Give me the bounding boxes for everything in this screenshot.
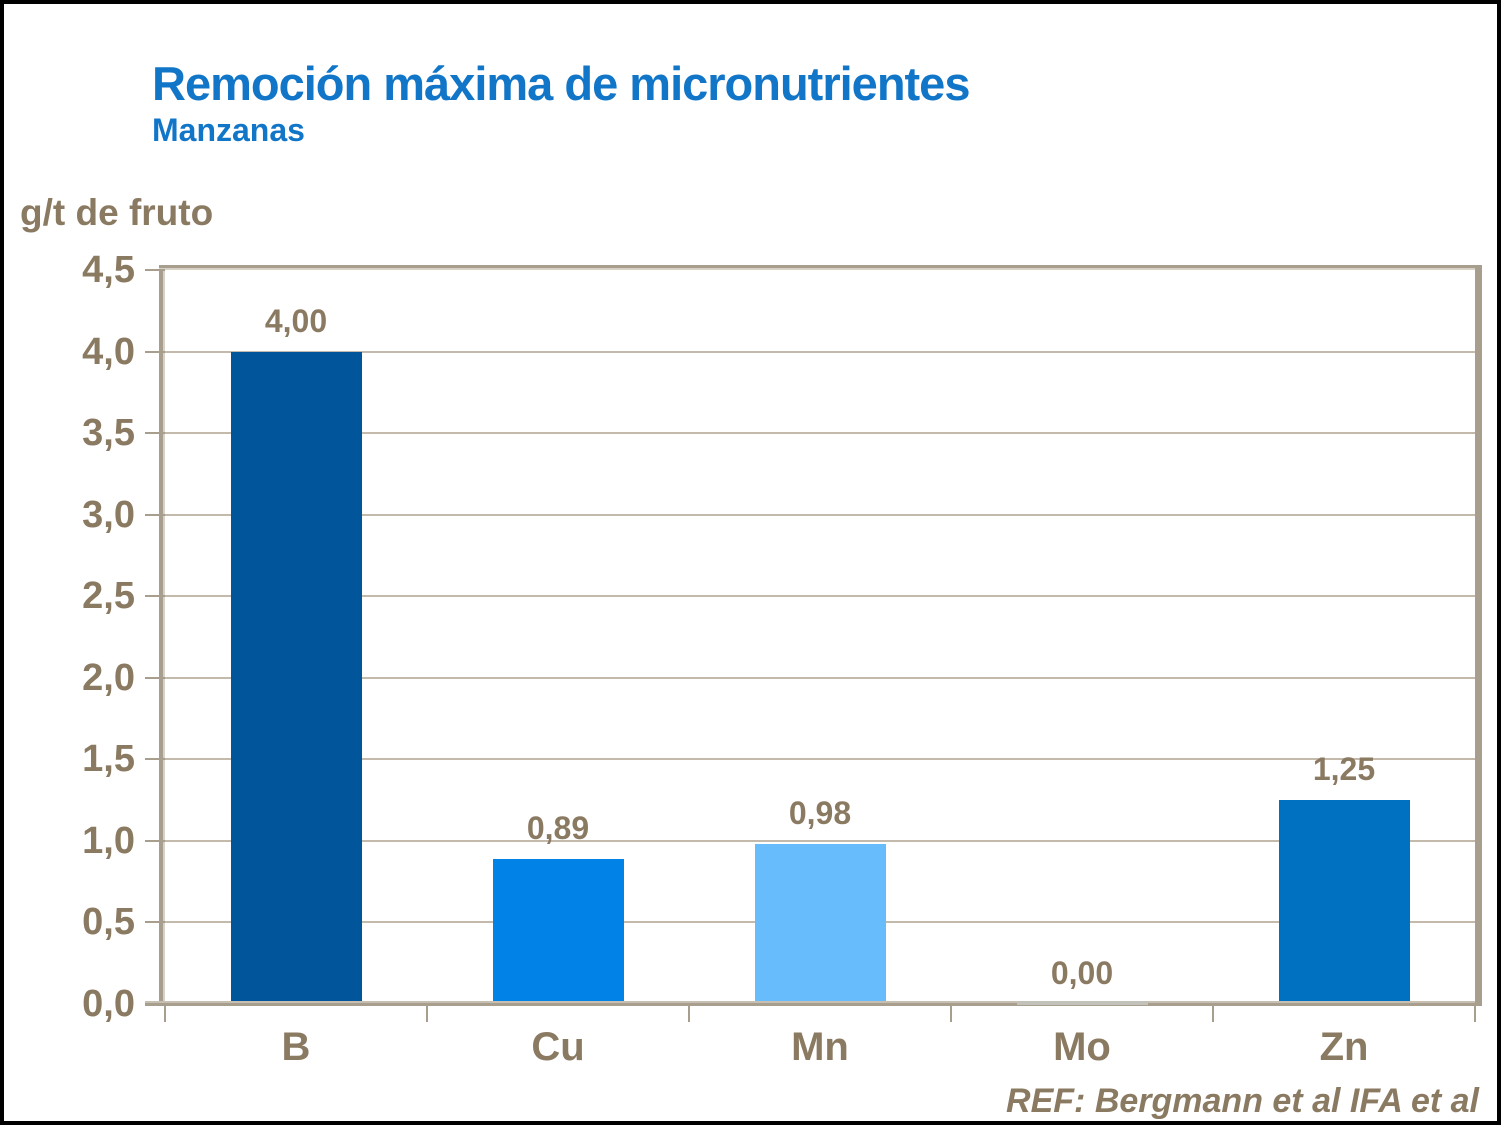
bar-Mn: [754, 844, 886, 1004]
x-category-label-Mo: Mo: [1053, 1025, 1111, 1069]
y-axis-tick: [145, 758, 165, 761]
y-axis-tick-label: 1,5: [82, 738, 135, 781]
y-axis-tick-label: 2,0: [82, 656, 135, 699]
y-axis-line: [159, 270, 165, 1006]
plot-frame-right: [1475, 265, 1482, 1006]
chart-title: Remoción máxima de micronutrientes: [152, 57, 970, 110]
y-axis-tick: [145, 921, 165, 924]
bar-value-label: 0,89: [526, 809, 590, 846]
gridline: [165, 839, 1475, 842]
y-axis-tick: [145, 513, 165, 516]
gridline: [165, 513, 1475, 516]
x-axis-line: [145, 1001, 1475, 1006]
x-axis-tick: [1474, 1006, 1476, 1022]
y-axis-tick-label: 4,0: [82, 330, 135, 373]
gridline: [165, 432, 1475, 435]
reference-note: REF: Bergmann et al IFA et al: [1006, 1082, 1479, 1120]
x-axis-tick: [688, 1006, 690, 1022]
y-axis-tick-label: 3,5: [82, 412, 135, 455]
plot-frame-top: [159, 265, 1482, 270]
y-axis-tick: [145, 839, 165, 842]
x-category-label-B: B: [281, 1025, 311, 1069]
y-axis-tick-label: 3,0: [82, 493, 135, 536]
x-category-label-Zn: Zn: [1319, 1025, 1369, 1069]
bar-Zn: [1278, 800, 1410, 1004]
bar-value-label: 0,00: [1050, 955, 1114, 991]
plot-area: 0,0 0,5 1,0 1,5 2,0 2,5 3,0 3,5 4,0 4,5 4,00 B 0,89 C…: [82, 250, 1482, 1068]
x-axis-tick: [950, 1006, 952, 1022]
y-axis-tick: [145, 432, 165, 435]
x-axis-tick: [1212, 1006, 1214, 1022]
bar-B: [230, 351, 362, 1004]
bar-value-label: 0,98: [788, 795, 852, 832]
y-axis-tick-label: 2,5: [82, 575, 135, 618]
x-category-label-Cu: Cu: [531, 1025, 585, 1069]
bar-value-label: 4,00: [264, 302, 328, 339]
gridline: [165, 350, 1475, 353]
bar-value-label: 1,25: [1312, 751, 1376, 788]
chart-subtitle: Manzanas: [152, 112, 305, 148]
y-axis-tick-label: 1,0: [82, 819, 135, 862]
y-axis-tick-label: 0,5: [82, 901, 135, 944]
y-axis-tick-label: 4,5: [82, 249, 135, 291]
y-axis-tick: [145, 350, 165, 353]
gridline: [165, 595, 1475, 598]
y-axis-tick: [145, 269, 165, 271]
y-axis-unit-label: g/t de fruto: [20, 192, 214, 233]
y-axis-tick: [145, 595, 165, 598]
x-axis-tick: [164, 1006, 166, 1022]
x-axis-tick: [426, 1006, 428, 1022]
y-axis-tick-label: 0,0: [82, 983, 135, 1025]
gridline: [165, 676, 1475, 679]
x-category-label-Mn: Mn: [791, 1025, 849, 1069]
bar-Cu: [492, 858, 624, 1004]
y-axis-tick: [145, 676, 165, 679]
bar-Mo: [1016, 1001, 1148, 1005]
gridline: [165, 758, 1475, 761]
